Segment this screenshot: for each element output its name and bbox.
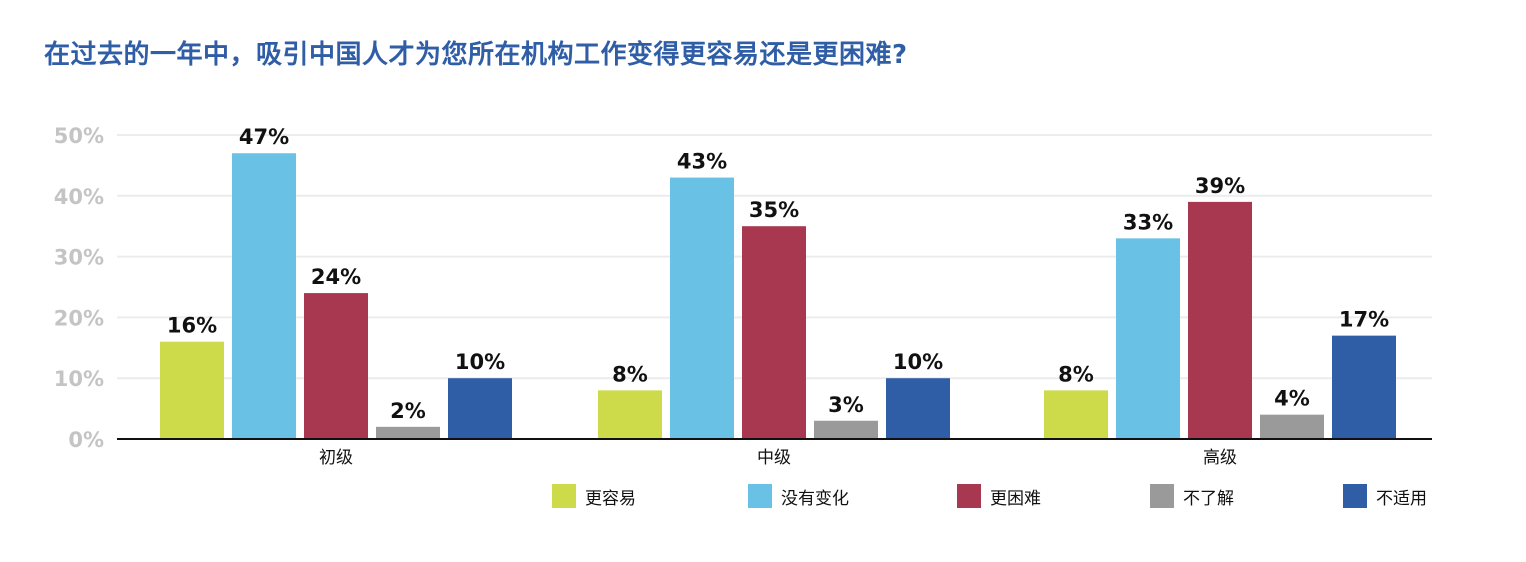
legend-label: 不适用 (1376, 488, 1427, 509)
bar (448, 378, 512, 439)
y-tick-label: 20% (54, 306, 104, 330)
bar (886, 378, 950, 439)
legend-label: 不了解 (1183, 488, 1234, 509)
data-label: 24% (311, 265, 361, 289)
bar (1260, 414, 1324, 439)
y-tick-label: 50% (54, 124, 104, 148)
x-tick-label: 高级 (1203, 448, 1237, 468)
data-label: 10% (893, 350, 943, 374)
bar (598, 390, 662, 439)
data-label: 39% (1195, 174, 1245, 198)
bar (160, 341, 224, 439)
legend-label: 更困难 (990, 488, 1041, 509)
data-label: 47% (239, 125, 289, 149)
data-labels: 16% 47% 24% 2% 10% 8% 43% 35% 3% 10% 8% 33% 39% 4% 17% (167, 125, 1389, 423)
legend: 更容易 没有变化 更困难 不了解 不适用 (552, 483, 1452, 509)
bar-chart: 0% 10% 20% 30% 40% 50% 16% 47% 24% 2% 10% 8% 43% 35%… (54, 124, 1432, 468)
bar (814, 420, 878, 439)
legend-label: 更容易 (585, 488, 636, 509)
legend-swatch (1150, 484, 1174, 508)
data-label: 8% (612, 362, 648, 386)
data-label: 2% (390, 399, 426, 423)
y-tick-label: 30% (54, 246, 104, 270)
bar (670, 177, 734, 439)
y-tick-label: 0% (68, 428, 104, 452)
legend-item: 更容易 (552, 483, 636, 509)
x-tick-label: 初级 (319, 448, 353, 468)
legend-swatch (957, 484, 981, 508)
legend-label: 没有变化 (781, 488, 849, 509)
data-label: 10% (455, 350, 505, 374)
bar (1332, 335, 1396, 439)
data-label: 16% (167, 314, 217, 338)
legend-swatch (748, 484, 772, 508)
y-tick-label: 40% (54, 185, 104, 209)
data-label: 4% (1274, 387, 1310, 411)
bar (1044, 390, 1108, 439)
y-axis-ticks: 0% 10% 20% 30% 40% 50% (54, 124, 104, 452)
legend-item: 更困难 (957, 483, 1041, 509)
bars (160, 153, 1396, 440)
data-label: 43% (677, 150, 727, 174)
bar (1116, 238, 1180, 439)
legend-item: 不了解 (1150, 483, 1234, 509)
legend-swatch (1343, 484, 1367, 508)
legend-swatch (552, 484, 576, 508)
data-label: 17% (1339, 308, 1389, 332)
chart-title: 在过去的一年中，吸引中国人才为您所在机构工作变得更容易还是更困难? (44, 40, 908, 70)
bar (232, 153, 296, 440)
legend-item: 没有变化 (748, 483, 849, 509)
bar (1188, 201, 1252, 439)
bar (376, 426, 440, 439)
data-label: 8% (1058, 362, 1094, 386)
x-axis-ticks: 初级 中级 高级 (319, 448, 1237, 468)
bar (742, 226, 806, 439)
x-tick-label: 中级 (757, 448, 791, 468)
data-label: 35% (749, 198, 799, 222)
data-label: 33% (1123, 210, 1173, 234)
data-label: 3% (828, 393, 864, 417)
y-tick-label: 10% (54, 367, 104, 391)
bar (304, 293, 368, 439)
legend-item: 不适用 (1343, 483, 1427, 509)
